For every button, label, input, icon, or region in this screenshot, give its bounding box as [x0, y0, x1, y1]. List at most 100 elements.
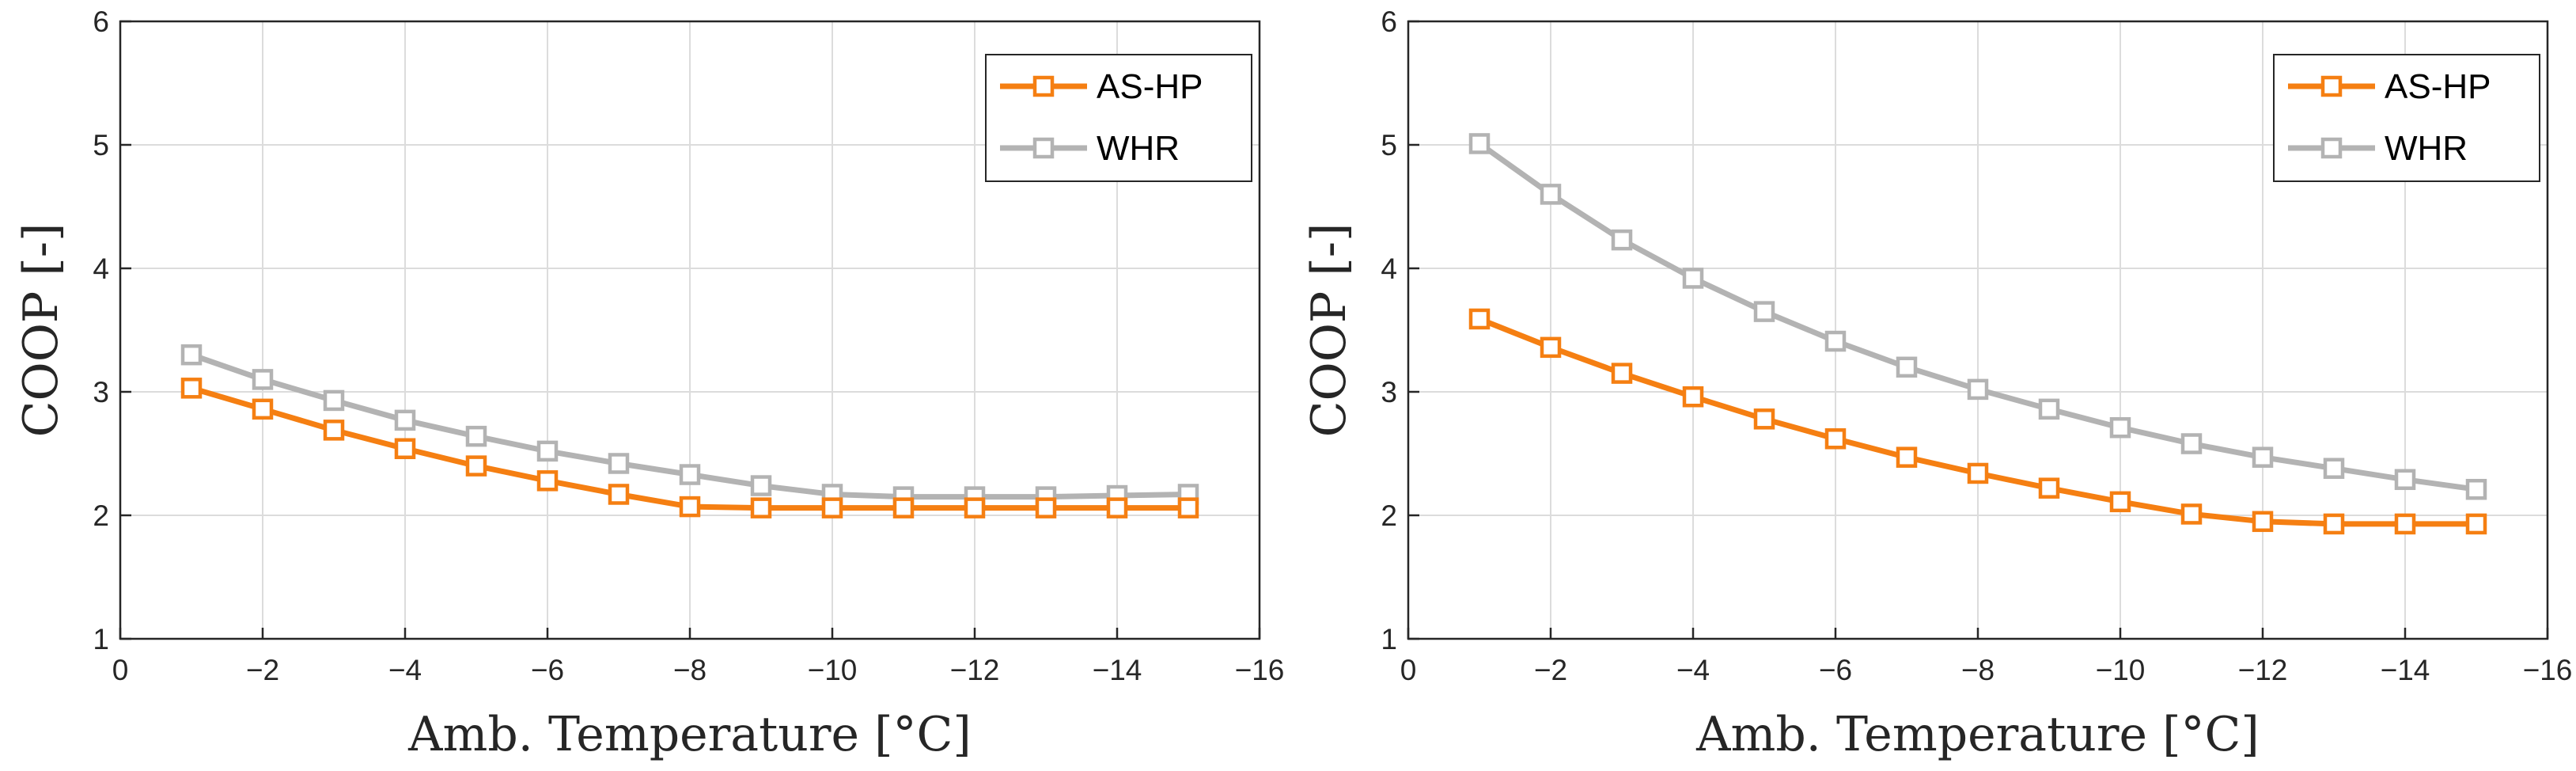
data-point-marker — [1896, 446, 1918, 468]
y-tick-label: 6 — [93, 6, 109, 38]
x-tick-label: −8 — [673, 654, 707, 686]
data-point-marker — [536, 440, 559, 462]
x-tick-label: −14 — [1093, 654, 1142, 686]
data-point-marker — [252, 398, 274, 420]
data-point-marker — [1035, 497, 1057, 518]
data-point-marker — [1540, 184, 1562, 205]
data-point-marker — [1682, 386, 1704, 408]
chart-panel-1: 0 −2 −4 −6 −8 −10 −12 −14 −16 1 2 3 4 5 6 Amb. Temperat… — [13, 6, 1284, 762]
data-point-marker — [2109, 491, 2131, 513]
y-tick-label: 6 — [1381, 6, 1397, 38]
data-point-marker — [394, 438, 416, 460]
legend-label: AS-HP — [2385, 67, 2491, 106]
data-point-marker — [964, 497, 986, 518]
x-tick-label: −10 — [2096, 654, 2146, 686]
data-point-marker — [1468, 308, 1491, 330]
x-tick-label: −6 — [531, 654, 564, 686]
y-tick-label: 3 — [93, 376, 109, 408]
data-point-marker — [1824, 428, 1847, 450]
data-point-marker — [1824, 330, 1847, 352]
x-tick-label: −2 — [246, 654, 279, 686]
x-tick-label: 0 — [1400, 654, 1417, 686]
x-tick-label: −12 — [2238, 654, 2288, 686]
data-point-marker — [679, 496, 701, 518]
y-tick-label: 5 — [1381, 129, 1397, 161]
x-tick-label: −16 — [1235, 654, 1285, 686]
data-point-marker — [679, 464, 701, 485]
data-point-marker — [750, 475, 772, 496]
data-point-marker — [2252, 511, 2274, 533]
data-point-marker — [2394, 469, 2416, 491]
y-axis-title: COOP [-] — [13, 223, 69, 438]
y-tick-label: 1 — [1381, 623, 1397, 655]
legend: AS-HP WHR — [2273, 54, 2540, 182]
chart-panel-2: 0 −2 −4 −6 −8 −10 −12 −14 −16 1 2 3 4 5 6 Amb. Temperat… — [1301, 6, 2572, 762]
x-tick-label: −4 — [388, 654, 422, 686]
legend-box — [985, 54, 1252, 182]
data-point-marker — [2038, 398, 2060, 420]
y-tick-label: 5 — [93, 129, 109, 161]
data-point-marker — [180, 378, 203, 399]
data-point-marker — [1753, 408, 1775, 430]
x-tick-label: −10 — [808, 654, 858, 686]
x-tick-label: 0 — [112, 654, 129, 686]
data-point-marker — [252, 369, 274, 390]
data-point-marker — [465, 425, 487, 447]
data-point-marker — [323, 420, 345, 441]
data-point-marker — [892, 497, 915, 518]
data-point-marker — [465, 455, 487, 477]
data-point-marker — [2323, 513, 2345, 535]
x-tick-label: −14 — [2381, 654, 2430, 686]
data-point-marker — [2180, 433, 2203, 454]
data-point-marker — [1106, 497, 1128, 518]
x-tick-label: −16 — [2523, 654, 2573, 686]
y-axis-title: COOP [-] — [1301, 223, 1357, 438]
data-point-marker — [2394, 513, 2416, 535]
legend-box — [2273, 54, 2540, 182]
series-whr — [1468, 133, 2487, 500]
data-point-marker — [1540, 336, 1562, 359]
y-tick-label: 4 — [93, 253, 109, 285]
series-as-hp — [1468, 308, 2487, 535]
data-point-marker — [750, 497, 772, 518]
x-tick-label: −12 — [950, 654, 1000, 686]
data-point-marker — [180, 344, 203, 366]
legend-label: WHR — [2385, 129, 2468, 168]
data-point-marker — [536, 470, 559, 492]
legend-marker — [2320, 75, 2343, 97]
data-point-marker — [1177, 497, 1199, 518]
legend-marker — [1032, 137, 1055, 159]
legend: AS-HP WHR — [985, 54, 1252, 182]
data-point-marker — [2465, 513, 2487, 535]
x-axis-title: Amb. Temperature [°C] — [407, 707, 972, 762]
y-tick-label: 4 — [1381, 253, 1397, 285]
series-as-hp — [180, 378, 1199, 518]
data-point-marker — [2180, 503, 2203, 525]
data-point-marker — [1967, 462, 1989, 484]
data-point-marker — [1468, 133, 1491, 154]
data-point-marker — [1682, 268, 1704, 289]
data-point-marker — [1611, 229, 1633, 251]
data-point-marker — [2252, 446, 2274, 468]
data-point-marker — [394, 409, 416, 431]
x-tick-label: −6 — [1819, 654, 1852, 686]
data-point-marker — [1967, 378, 1989, 401]
y-tick-label: 2 — [93, 499, 109, 532]
legend-marker — [1032, 75, 1055, 97]
legend-label: WHR — [1097, 129, 1180, 168]
x-tick-label: −8 — [1961, 654, 1995, 686]
data-point-marker — [2038, 477, 2060, 499]
data-point-marker — [323, 389, 345, 412]
data-point-marker — [608, 453, 630, 474]
legend-label: AS-HP — [1097, 67, 1203, 106]
data-point-marker — [2109, 416, 2131, 439]
y-tick-label: 2 — [1381, 499, 1397, 532]
x-tick-label: −2 — [1534, 654, 1567, 686]
series-whr — [180, 344, 1199, 507]
data-point-marker — [821, 497, 843, 518]
data-point-marker — [1753, 301, 1775, 322]
data-point-marker — [2465, 478, 2487, 500]
y-tick-label: 3 — [1381, 376, 1397, 408]
data-point-marker — [2323, 458, 2345, 479]
